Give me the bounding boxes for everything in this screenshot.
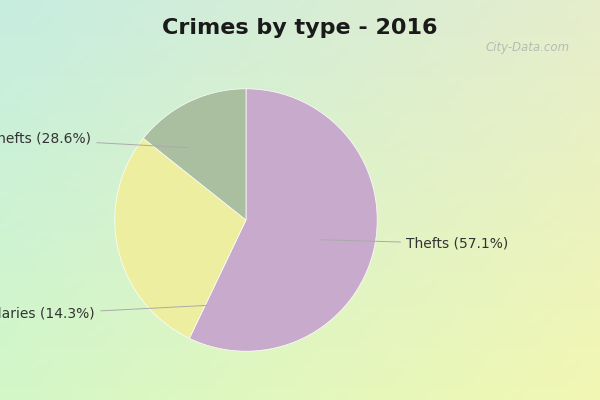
Wedge shape — [115, 138, 246, 338]
Text: Thefts (57.1%): Thefts (57.1%) — [321, 237, 508, 251]
Text: Crimes by type - 2016: Crimes by type - 2016 — [162, 18, 438, 38]
Wedge shape — [143, 89, 246, 220]
Wedge shape — [190, 89, 377, 351]
Text: Burglaries (14.3%): Burglaries (14.3%) — [0, 306, 206, 322]
Text: City-Data.com: City-Data.com — [486, 42, 570, 54]
Text: Auto thefts (28.6%): Auto thefts (28.6%) — [0, 132, 188, 148]
